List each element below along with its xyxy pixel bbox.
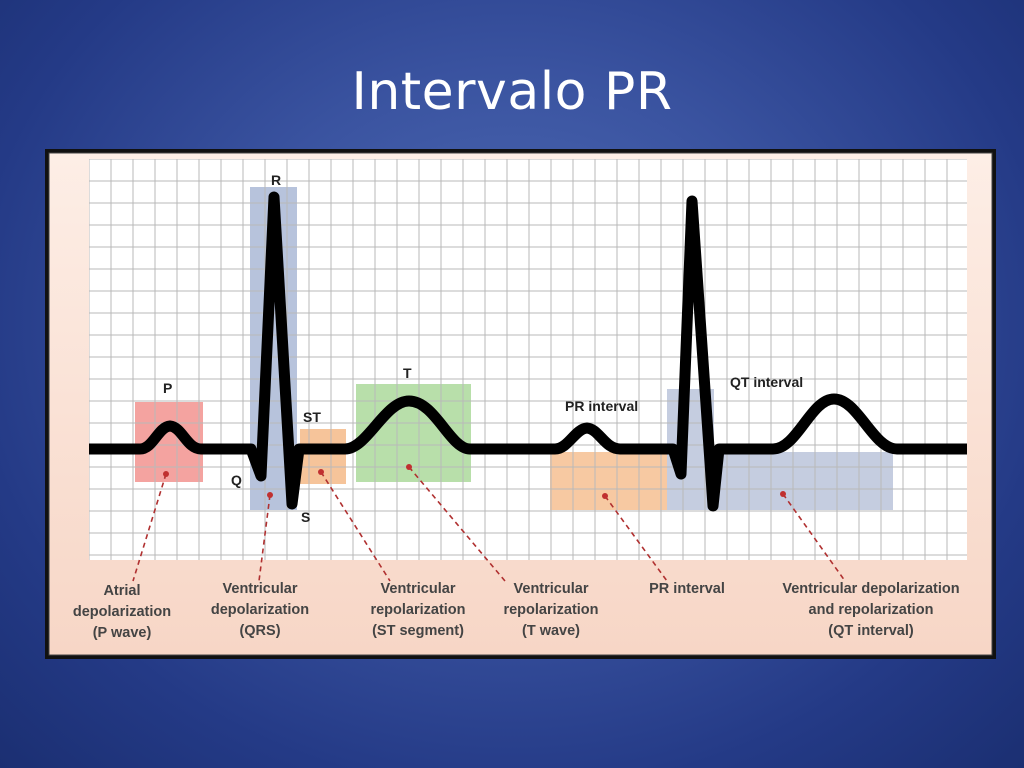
caption-3-line-3: (ST segment) (372, 623, 464, 639)
label-q: Q (231, 472, 242, 488)
ecg-figure: P R Q S ST T PR interval QT interval Atr… (45, 149, 996, 659)
caption-1-line-3: (P wave) (93, 625, 152, 641)
ecg-trace (89, 191, 967, 512)
pr-interval-box (550, 452, 667, 510)
caption-5-line-1: PR interval (649, 581, 725, 597)
caption-pointers (132, 466, 846, 582)
caption-4-line-2: repolarization (503, 602, 598, 618)
label-qt-interval: QT interval (730, 374, 803, 390)
label-s: S (301, 509, 310, 525)
caption-6-line-3: (QT interval) (828, 623, 914, 639)
label-r: R (271, 172, 281, 188)
ecg-diagram: P R Q S ST T PR interval QT interval Atr… (48, 152, 993, 656)
pointer-dots (163, 464, 786, 499)
caption-6-line-2: and repolarization (809, 602, 934, 618)
captions: Atrial depolarization (P wave) Ventricular d… (73, 581, 960, 641)
caption-2-line-1: Ventricular (223, 581, 298, 597)
caption-4-line-1: Ventricular (514, 581, 589, 597)
caption-2-line-2: depolarization (211, 602, 309, 618)
label-t: T (403, 365, 412, 381)
label-st: ST (303, 409, 321, 425)
slide-title: Intervalo PR (351, 62, 673, 122)
label-pr-interval: PR interval (565, 398, 638, 414)
caption-4-line-3: (T wave) (522, 623, 580, 639)
caption-1-line-2: depolarization (73, 604, 171, 620)
caption-3-line-1: Ventricular (381, 581, 456, 597)
caption-2-line-3: (QRS) (239, 623, 280, 639)
caption-3-line-2: repolarization (370, 602, 465, 618)
label-p: P (163, 380, 172, 396)
caption-1-line-1: Atrial (103, 583, 140, 599)
caption-6-line-1: Ventricular depolarization (782, 581, 959, 597)
